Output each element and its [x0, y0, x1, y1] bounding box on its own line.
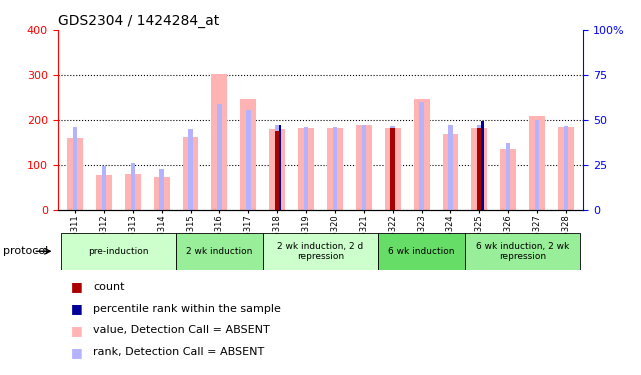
Text: 2 wk induction, 2 d
repression: 2 wk induction, 2 d repression	[278, 242, 363, 261]
Text: GDS2304 / 1424284_at: GDS2304 / 1424284_at	[58, 13, 219, 28]
Bar	[240, 99, 256, 210]
Bar	[67, 138, 83, 210]
Text: ■: ■	[71, 280, 83, 293]
Bar	[269, 129, 285, 210]
Bar	[279, 124, 281, 210]
Bar	[131, 163, 135, 210]
Bar	[481, 121, 483, 210]
Bar	[500, 149, 516, 210]
Bar	[356, 124, 372, 210]
Text: ■: ■	[71, 346, 83, 358]
Bar	[96, 175, 112, 210]
Bar	[61, 232, 176, 270]
Text: rank, Detection Call = ABSENT: rank, Detection Call = ABSENT	[93, 347, 264, 357]
Text: 6 wk induction: 6 wk induction	[388, 247, 455, 256]
Bar	[419, 102, 424, 210]
Bar	[188, 129, 193, 210]
Bar	[212, 74, 228, 210]
Bar	[471, 128, 487, 210]
Text: protocol: protocol	[3, 246, 49, 256]
Text: ■: ■	[71, 302, 83, 315]
Bar	[477, 128, 481, 210]
Bar	[563, 126, 568, 210]
Bar	[275, 124, 279, 210]
Bar	[304, 127, 308, 210]
Text: 6 wk induction, 2 wk
repression: 6 wk induction, 2 wk repression	[476, 242, 569, 261]
Bar	[263, 232, 378, 270]
Bar	[362, 124, 366, 210]
Text: 2 wk induction: 2 wk induction	[187, 247, 253, 256]
Bar	[390, 128, 395, 210]
Bar	[246, 110, 251, 210]
Text: count: count	[93, 282, 124, 292]
Bar	[558, 127, 574, 210]
Text: percentile rank within the sample: percentile rank within the sample	[93, 304, 281, 313]
Text: ■: ■	[71, 324, 83, 337]
Bar	[102, 166, 106, 210]
Bar	[378, 232, 465, 270]
Bar	[385, 128, 401, 210]
Bar	[390, 126, 395, 210]
Bar	[183, 137, 199, 210]
Bar	[160, 169, 164, 210]
Text: value, Detection Call = ABSENT: value, Detection Call = ABSENT	[93, 326, 270, 335]
Bar	[298, 128, 314, 210]
Bar	[176, 232, 263, 270]
Bar	[154, 177, 170, 210]
Bar	[477, 124, 481, 210]
Bar	[506, 143, 510, 210]
Bar	[333, 127, 337, 210]
Bar	[448, 124, 453, 210]
Bar	[535, 120, 539, 210]
Bar	[413, 99, 429, 210]
Bar	[442, 134, 458, 210]
Bar	[529, 116, 545, 210]
Text: pre-induction: pre-induction	[88, 247, 149, 256]
Bar	[275, 131, 279, 210]
Bar	[327, 128, 343, 210]
Bar	[125, 174, 141, 210]
Bar	[465, 232, 580, 270]
Bar	[217, 104, 222, 210]
Bar	[73, 127, 78, 210]
